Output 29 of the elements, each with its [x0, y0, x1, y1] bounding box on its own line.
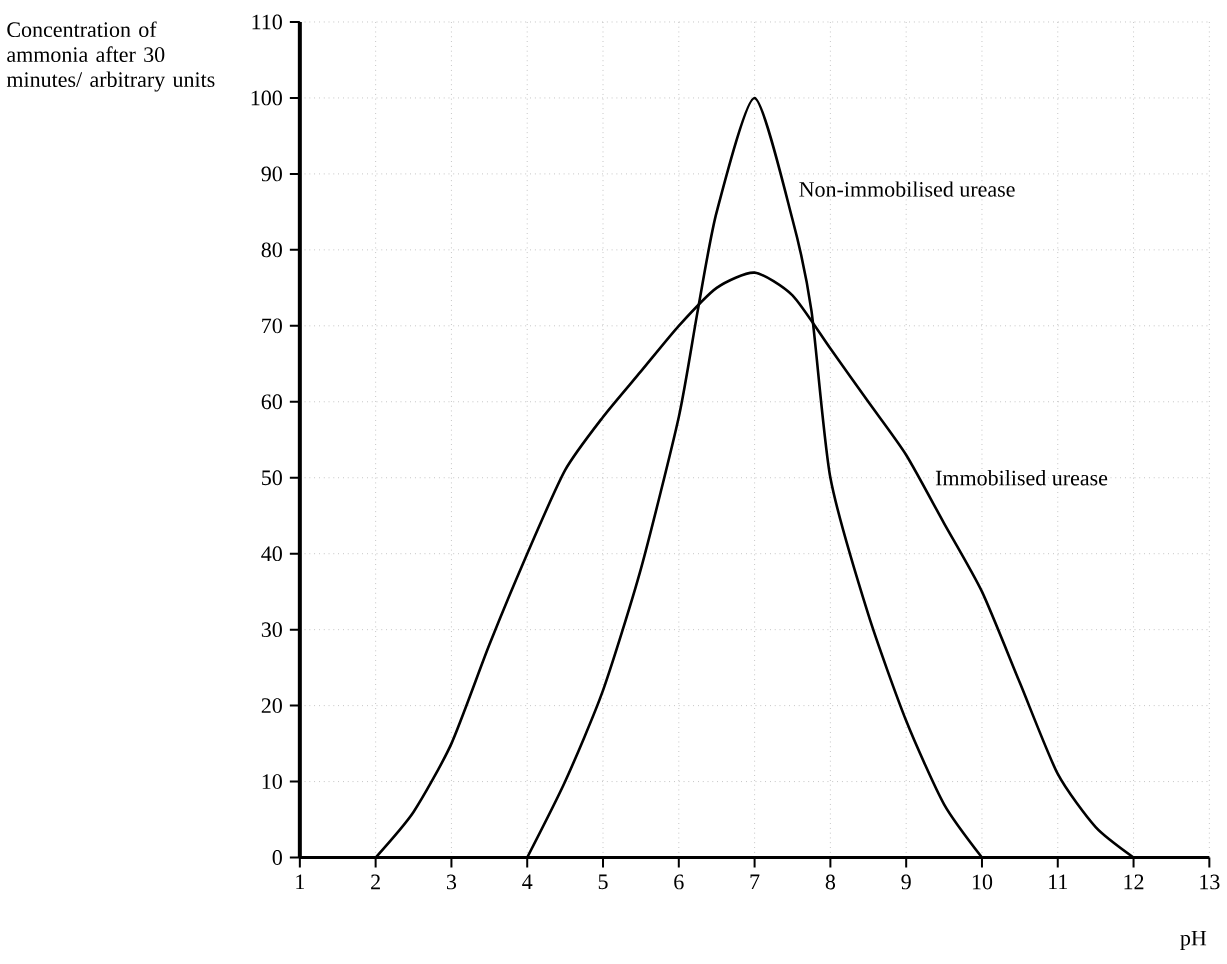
y-tick-label: 10 — [262, 773, 282, 789]
x-tick-label: 10 — [972, 874, 993, 890]
y-tick-label: 50 — [262, 470, 282, 485]
x-axis-title: pH — [1180, 930, 1207, 950]
y-tick-label: 30 — [261, 622, 282, 637]
x-tick-label: 9 — [901, 874, 911, 890]
y-tick-label: 60 — [261, 394, 282, 409]
y-tick-label: 20 — [261, 697, 282, 713]
x-tick-label: 8 — [825, 874, 836, 890]
y-tick-label: 70 — [262, 318, 282, 334]
y-axis-title: Concentration of ammonia after 30 minutes/ arbitrary units — [6, 21, 215, 92]
x-tick-label: 1 — [296, 874, 304, 889]
x-tick-label: 11 — [1049, 874, 1068, 889]
x-tick-label: 13 — [1200, 874, 1220, 890]
x-tick-label: 5 — [598, 874, 608, 889]
y-tick-label: 40 — [261, 546, 282, 561]
y-tick-label: 0 — [272, 849, 282, 865]
y-tick-label: 80 — [261, 242, 282, 258]
y-tick-label: 90 — [261, 166, 282, 182]
y-tick-label: 110 — [252, 14, 282, 30]
y-tick-label: 100 — [251, 90, 282, 106]
x-tick-label: 3 — [447, 874, 457, 890]
x-tick-label: 4 — [522, 874, 533, 889]
x-tick-label: 12 — [1124, 874, 1144, 889]
series-label: Immobilised urease — [935, 469, 1108, 486]
x-tick-label: 2 — [371, 874, 380, 889]
x-tick-label: 6 — [674, 874, 684, 890]
x-tick-label: 7 — [750, 874, 760, 889]
series-label: Non-immobilised urease — [799, 181, 1015, 197]
